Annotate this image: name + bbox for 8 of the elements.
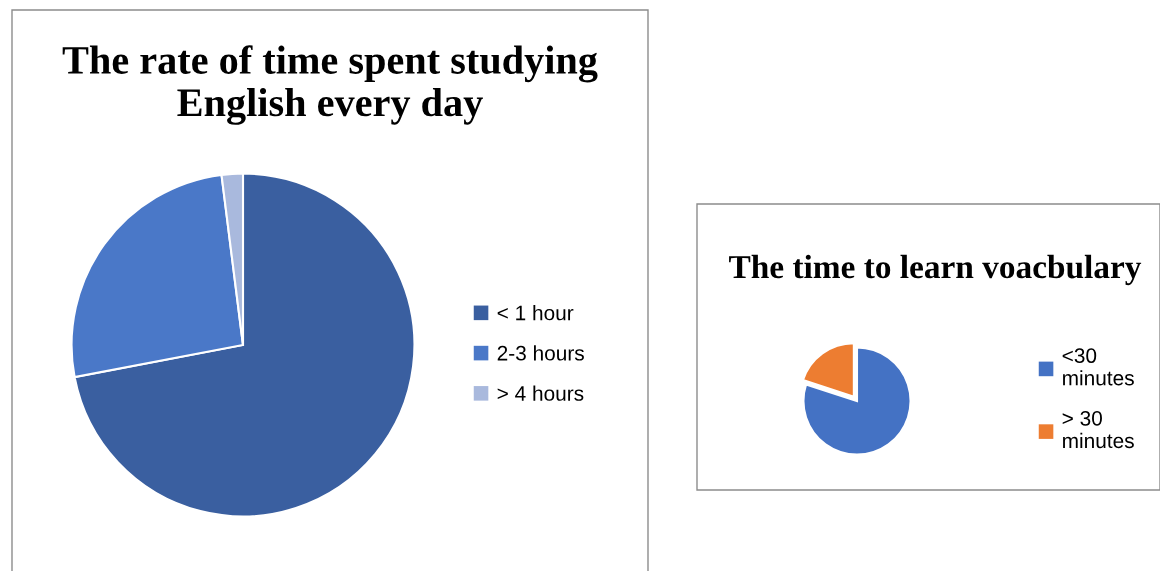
pie-slice [73,172,416,518]
legend-label: < 1 hour [497,305,574,321]
chart-title: The rate of time spent studying English every day [62,45,598,125]
legend-label: <30 minutes [1062,348,1134,386]
chart-title: The time to learn voacbulary [729,254,1142,286]
legend-label: > 30 minutes [1062,410,1134,449]
legend-label: 2-3 hours [497,345,584,361]
legend-label: > 4 hours [497,385,584,401]
